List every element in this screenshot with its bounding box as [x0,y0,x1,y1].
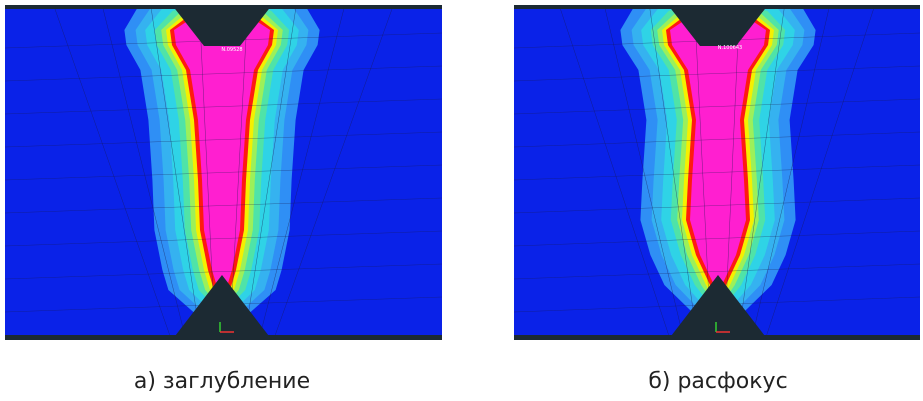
node-label: N.100643 [718,45,742,51]
top-notch [668,5,768,46]
node-label: N.09528 [221,47,242,53]
mesh-line [751,5,831,340]
mesh-line [273,5,394,340]
mesh-line [229,5,249,340]
mesh-line [764,5,876,340]
mesh-line [514,131,920,148]
mesh-line [150,5,201,340]
mesh-line [5,131,442,148]
mesh-line [514,263,920,280]
mesh-line [5,230,442,247]
mesh-line [514,98,920,115]
mesh-line [694,5,712,340]
mesh-line [603,5,685,340]
top-notch [172,5,272,46]
mesh-line [5,65,442,82]
caption: б) расфокус [648,369,787,394]
mesh-line [514,230,920,247]
mesh-line [258,5,346,340]
heat-zone [174,10,270,300]
mesh-line [558,5,671,340]
caption: а) заглубление [134,369,310,394]
mesh-line [737,5,785,340]
mesh-line [649,5,698,340]
mesh-line [514,65,920,82]
mesh-line [5,164,442,181]
panel-right [514,5,920,340]
mesh-line [244,5,297,340]
mesh-line [5,197,442,214]
heat-zone [670,10,766,300]
panel-left [5,5,442,340]
bottom-notch [172,275,272,340]
mesh-line [514,164,920,181]
mesh-line [53,5,172,340]
mesh-line [101,5,187,340]
mesh-line [514,197,920,214]
mesh-line [5,263,442,280]
mesh-line [5,98,442,115]
bottom-notch [668,275,768,340]
mesh-line [198,5,216,340]
mesh-line [724,5,740,340]
